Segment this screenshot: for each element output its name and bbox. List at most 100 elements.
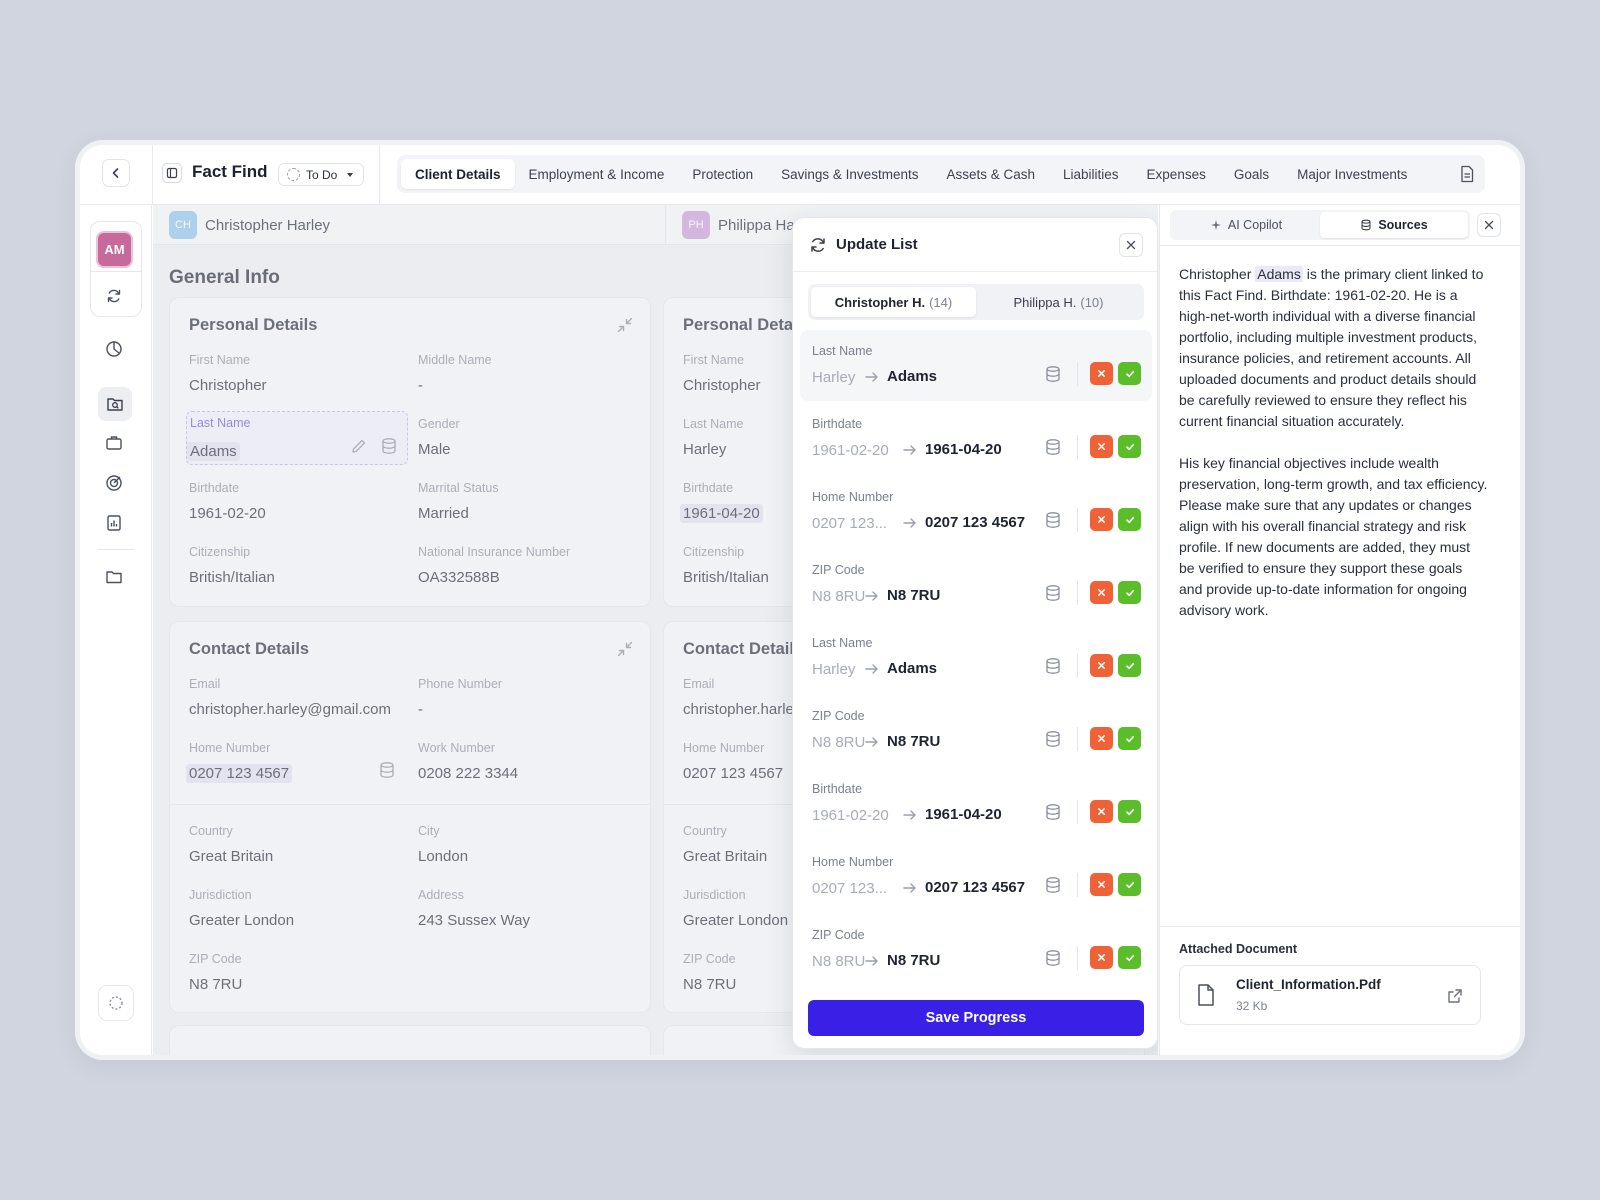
- client-tab-christopher[interactable]: CH Christopher Harley: [169, 211, 330, 239]
- accept-button[interactable]: [1118, 581, 1141, 604]
- status-dropdown[interactable]: To Do: [278, 163, 365, 186]
- reject-button[interactable]: [1090, 727, 1113, 750]
- check-icon: [1125, 516, 1134, 523]
- external-link-icon[interactable]: [1446, 987, 1464, 1005]
- avatar[interactable]: AM: [96, 231, 133, 268]
- new-value: 0207 123 4567: [925, 879, 1026, 896]
- collapse-icon[interactable]: [616, 640, 634, 658]
- old-value: 0207 123...: [812, 515, 888, 532]
- client-segment-control: Christopher H. (14) Philippa H. (10): [808, 284, 1144, 320]
- tab-savings-investments[interactable]: Savings & Investments: [781, 166, 919, 182]
- sync-button[interactable]: [102, 284, 126, 308]
- toggle-panel-button[interactable]: [162, 163, 182, 183]
- segment-philippa[interactable]: Philippa H. (10): [976, 287, 1141, 317]
- nav-goals[interactable]: [102, 471, 126, 495]
- tab-goals[interactable]: Goals: [1233, 166, 1270, 182]
- target-icon: [106, 475, 122, 491]
- tab-employment-income[interactable]: Employment & Income: [528, 166, 665, 182]
- database-icon[interactable]: [378, 761, 396, 779]
- tab-liabilities[interactable]: Liabilities: [1063, 166, 1119, 182]
- accept-button[interactable]: [1118, 362, 1141, 385]
- reject-button[interactable]: [1090, 873, 1113, 896]
- update-row[interactable]: Birthdate 1961-02-20 1961-04-20: [800, 403, 1152, 474]
- reject-button[interactable]: [1090, 362, 1113, 385]
- attached-document-card[interactable]: Client_Information.Pdf 32 Kb: [1179, 965, 1481, 1025]
- update-field-label: ZIP Code: [812, 928, 865, 942]
- database-icon[interactable]: [1044, 949, 1062, 967]
- update-row[interactable]: Home Number 0207 123... 0207 123 4567: [800, 841, 1152, 912]
- tab-major-investments[interactable]: Major Investments: [1297, 166, 1408, 182]
- field-value: Great Britain: [189, 848, 274, 865]
- card-title: Contact Details: [683, 640, 804, 658]
- segment-christopher[interactable]: Christopher H. (14): [811, 287, 976, 317]
- chart-pie-icon: [106, 341, 122, 357]
- close-panel-button[interactable]: [1477, 213, 1501, 237]
- database-icon[interactable]: [1044, 365, 1062, 383]
- update-row[interactable]: Last Name Harley Adams: [800, 330, 1152, 401]
- reject-button[interactable]: [1090, 946, 1113, 969]
- close-icon: [1098, 808, 1105, 815]
- field-value: Christopher: [189, 377, 267, 394]
- reject-button[interactable]: [1090, 800, 1113, 823]
- birthdate-field: Birthdate 1961-04-20: [680, 481, 903, 523]
- database-icon[interactable]: [1044, 803, 1062, 821]
- database-icon[interactable]: [380, 437, 398, 455]
- reject-button[interactable]: [1090, 508, 1113, 531]
- next-card: [169, 1025, 651, 1055]
- back-button[interactable]: [102, 159, 130, 187]
- close-icon: [1098, 589, 1105, 596]
- loader-button[interactable]: [98, 985, 134, 1021]
- nav-files[interactable]: [102, 565, 126, 589]
- nav-fact-find[interactable]: [98, 387, 132, 421]
- field-label: First Name: [189, 353, 251, 367]
- nav-portfolio[interactable]: [102, 431, 126, 455]
- pencil-icon[interactable]: [350, 437, 368, 455]
- database-icon[interactable]: [1044, 511, 1062, 529]
- collapse-icon[interactable]: [616, 316, 634, 334]
- field-label: Home Number: [683, 741, 765, 755]
- last-name-field-editing[interactable]: Last Name Adams: [186, 411, 408, 465]
- tab-client-details[interactable]: Client Details: [401, 159, 515, 189]
- database-icon[interactable]: [1044, 730, 1062, 748]
- database-icon[interactable]: [1044, 657, 1062, 675]
- tab-sources[interactable]: Sources: [1320, 212, 1468, 238]
- update-row[interactable]: ZIP Code N8 8RU N8 7RU: [800, 914, 1152, 985]
- source-summary: Christopher Adams is the primary client …: [1179, 264, 1489, 621]
- reject-button[interactable]: [1090, 435, 1113, 458]
- check-icon: [1125, 954, 1134, 961]
- tab-protection[interactable]: Protection: [692, 166, 754, 182]
- database-icon[interactable]: [1044, 584, 1062, 602]
- tab-assets-cash[interactable]: Assets & Cash: [946, 166, 1036, 182]
- accept-button[interactable]: [1118, 800, 1141, 823]
- update-row[interactable]: Last Name Harley Adams: [800, 622, 1152, 693]
- accept-button[interactable]: [1118, 727, 1141, 750]
- accept-button[interactable]: [1118, 435, 1141, 458]
- document-button[interactable]: [1453, 160, 1481, 188]
- reject-button[interactable]: [1090, 654, 1113, 677]
- check-icon: [1125, 808, 1134, 815]
- tab-label: AI Copilot: [1227, 218, 1283, 232]
- reject-button[interactable]: [1090, 581, 1113, 604]
- accept-button[interactable]: [1118, 873, 1141, 896]
- update-row[interactable]: Birthdate 1961-02-20 1961-04-20: [800, 768, 1152, 839]
- summary-text: is the primary client linked to this Fac…: [1179, 266, 1484, 429]
- accept-button[interactable]: [1118, 508, 1141, 531]
- update-row[interactable]: ZIP Code N8 8RU N8 7RU: [800, 695, 1152, 766]
- zip-code-field: ZIP Code N8 7RU: [189, 952, 409, 993]
- close-button[interactable]: [1119, 233, 1143, 257]
- old-value: 1961-02-20: [812, 807, 889, 824]
- nav-analytics[interactable]: [102, 337, 126, 361]
- database-icon[interactable]: [1044, 876, 1062, 894]
- tab-expenses[interactable]: Expenses: [1146, 166, 1206, 182]
- update-row[interactable]: Home Number 0207 123... 0207 123 4567: [800, 476, 1152, 547]
- save-progress-button[interactable]: Save Progress: [808, 1000, 1144, 1036]
- accept-button[interactable]: [1118, 654, 1141, 677]
- tab-ai-copilot[interactable]: AI Copilot: [1172, 212, 1320, 238]
- section-tabs: Client Details Employment & Income Prote…: [397, 155, 1485, 193]
- update-row[interactable]: ZIP Code N8 8RU N8 7RU: [800, 549, 1152, 620]
- accept-button[interactable]: [1118, 946, 1141, 969]
- close-icon: [1098, 370, 1105, 377]
- nav-reports[interactable]: [102, 511, 126, 535]
- database-icon[interactable]: [1044, 438, 1062, 456]
- field-label: Citizenship: [189, 545, 251, 559]
